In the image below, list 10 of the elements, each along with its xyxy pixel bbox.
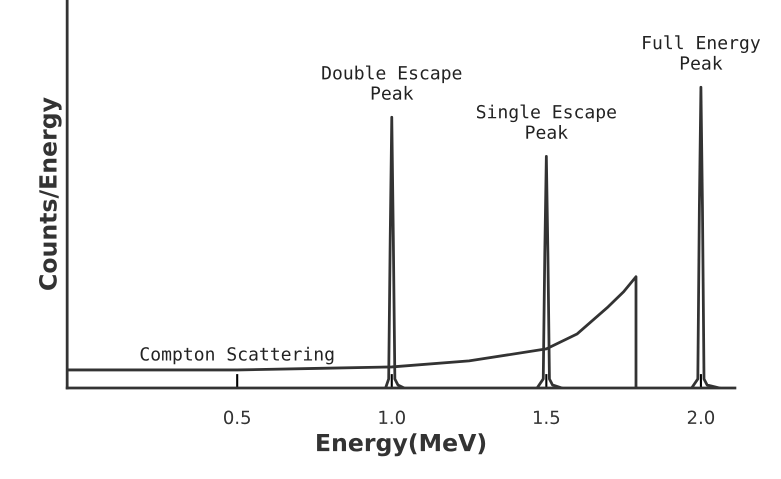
annotation: Double Escape Peak — [322, 66, 462, 100]
x-tick-label: 1.5 — [534, 410, 560, 424]
x-tick-label: 2.0 — [688, 410, 714, 424]
x-tick-label: 1.0 — [379, 410, 405, 424]
x-tick-label: 0.5 — [224, 410, 250, 424]
y-axis-title: Counts/Energy — [38, 97, 62, 290]
annotation: Compton Scattering — [140, 346, 334, 364]
annotation: Full Energy Peak — [643, 35, 760, 70]
x-axis-title: Energy(MeV) — [317, 433, 486, 456]
annotation: Single Escape Peak — [476, 104, 616, 140]
